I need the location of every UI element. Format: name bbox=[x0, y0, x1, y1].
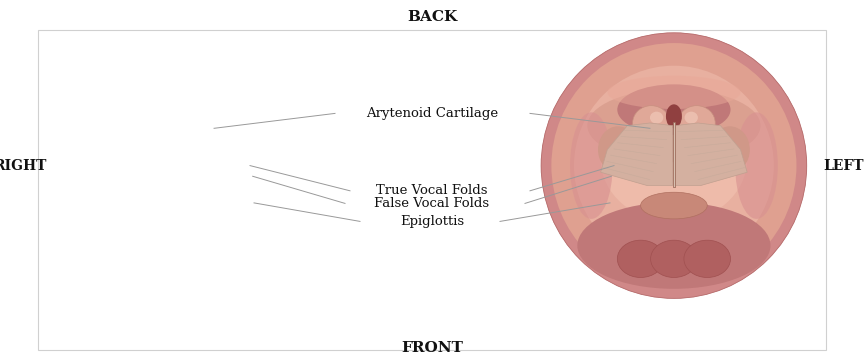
Polygon shape bbox=[158, 128, 222, 181]
Text: FRONT: FRONT bbox=[401, 341, 463, 355]
Ellipse shape bbox=[617, 84, 731, 135]
Circle shape bbox=[57, 32, 323, 299]
Ellipse shape bbox=[684, 240, 731, 278]
Ellipse shape bbox=[588, 89, 760, 162]
Ellipse shape bbox=[147, 192, 233, 219]
Ellipse shape bbox=[650, 112, 664, 123]
Ellipse shape bbox=[114, 126, 154, 173]
Ellipse shape bbox=[194, 105, 232, 140]
Ellipse shape bbox=[684, 112, 698, 123]
Ellipse shape bbox=[124, 76, 257, 109]
Ellipse shape bbox=[600, 96, 747, 222]
Ellipse shape bbox=[133, 240, 180, 278]
Polygon shape bbox=[676, 123, 747, 185]
Ellipse shape bbox=[117, 96, 264, 222]
Polygon shape bbox=[195, 126, 264, 181]
Ellipse shape bbox=[617, 240, 664, 278]
Ellipse shape bbox=[598, 126, 638, 173]
Circle shape bbox=[551, 43, 797, 288]
Ellipse shape bbox=[86, 112, 129, 219]
Ellipse shape bbox=[632, 105, 670, 140]
Ellipse shape bbox=[735, 112, 778, 219]
Ellipse shape bbox=[666, 104, 682, 128]
Ellipse shape bbox=[133, 84, 247, 135]
Polygon shape bbox=[117, 126, 185, 181]
Text: False Vocal Folds: False Vocal Folds bbox=[374, 197, 490, 210]
Circle shape bbox=[541, 32, 807, 299]
Ellipse shape bbox=[651, 240, 697, 278]
Circle shape bbox=[574, 66, 774, 265]
Circle shape bbox=[90, 66, 290, 265]
Ellipse shape bbox=[149, 105, 186, 140]
Ellipse shape bbox=[200, 112, 214, 123]
Circle shape bbox=[67, 43, 313, 288]
Text: LEFT: LEFT bbox=[823, 159, 864, 172]
Polygon shape bbox=[600, 123, 672, 185]
Ellipse shape bbox=[640, 192, 708, 219]
Text: Epiglottis: Epiglottis bbox=[400, 215, 464, 228]
Ellipse shape bbox=[226, 126, 266, 173]
Ellipse shape bbox=[200, 240, 247, 278]
Ellipse shape bbox=[577, 202, 771, 289]
Ellipse shape bbox=[166, 112, 180, 123]
Text: RIGHT: RIGHT bbox=[0, 159, 47, 172]
Ellipse shape bbox=[104, 89, 276, 162]
Text: True Vocal Folds: True Vocal Folds bbox=[376, 184, 488, 197]
Ellipse shape bbox=[710, 126, 750, 173]
Text: BACK: BACK bbox=[407, 10, 457, 24]
Ellipse shape bbox=[251, 112, 294, 219]
Ellipse shape bbox=[570, 112, 613, 219]
Text: Arytenoid Cartilage: Arytenoid Cartilage bbox=[366, 107, 498, 120]
Ellipse shape bbox=[182, 104, 198, 128]
Ellipse shape bbox=[678, 105, 715, 140]
Ellipse shape bbox=[607, 76, 740, 109]
Ellipse shape bbox=[93, 202, 287, 289]
Ellipse shape bbox=[167, 240, 213, 278]
